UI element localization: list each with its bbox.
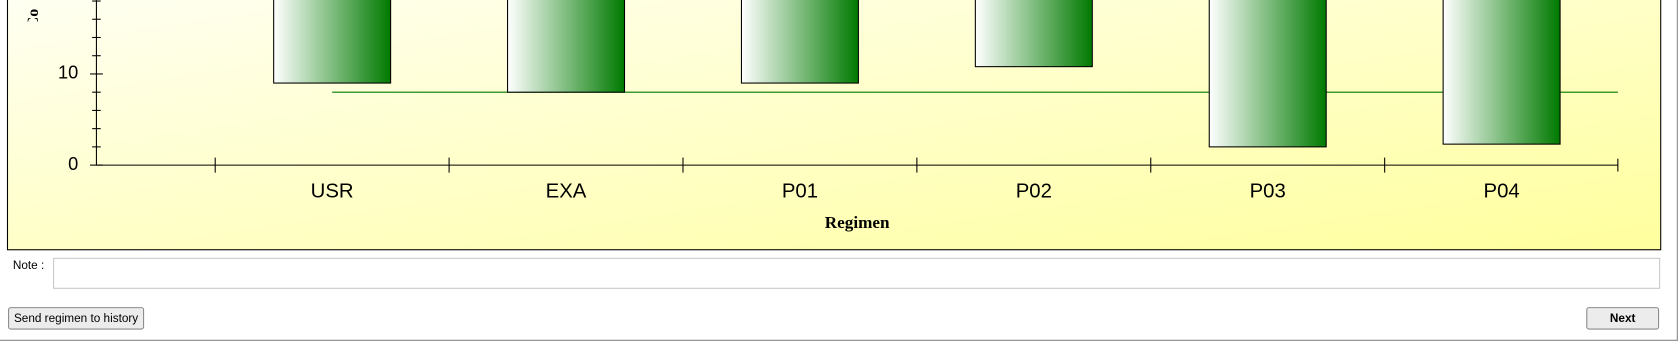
x-tick-label: EXA (546, 180, 587, 202)
x-tick-label: P04 (1484, 180, 1520, 202)
bar (974, 0, 1093, 68)
bar (273, 0, 392, 84)
bar (507, 0, 626, 93)
bar (740, 0, 859, 84)
next-button[interactable] (1586, 307, 1660, 330)
next-button-label: Next (1610, 312, 1636, 325)
note-input[interactable] (53, 257, 1661, 289)
x-tick-label: P03 (1250, 180, 1286, 202)
y-tick-label: 0 (68, 154, 78, 174)
plot: 0 10 USR EXA P01 P02 P03 P04 (58, 0, 1619, 202)
y-axis-label: Co (25, 9, 42, 29)
note-label: Note : (13, 259, 44, 272)
x-tick-label: USR (311, 180, 354, 202)
x-tick-label: P01 (782, 180, 818, 202)
send-button[interactable] (8, 307, 145, 330)
y-tick-label: 10 (58, 63, 78, 83)
x-tick-label: P02 (1016, 180, 1052, 202)
x-axis-label: Regimen (825, 213, 890, 232)
send-button-label: Send regimen to history (14, 312, 138, 325)
bar (1208, 0, 1327, 148)
bar (1442, 0, 1561, 145)
